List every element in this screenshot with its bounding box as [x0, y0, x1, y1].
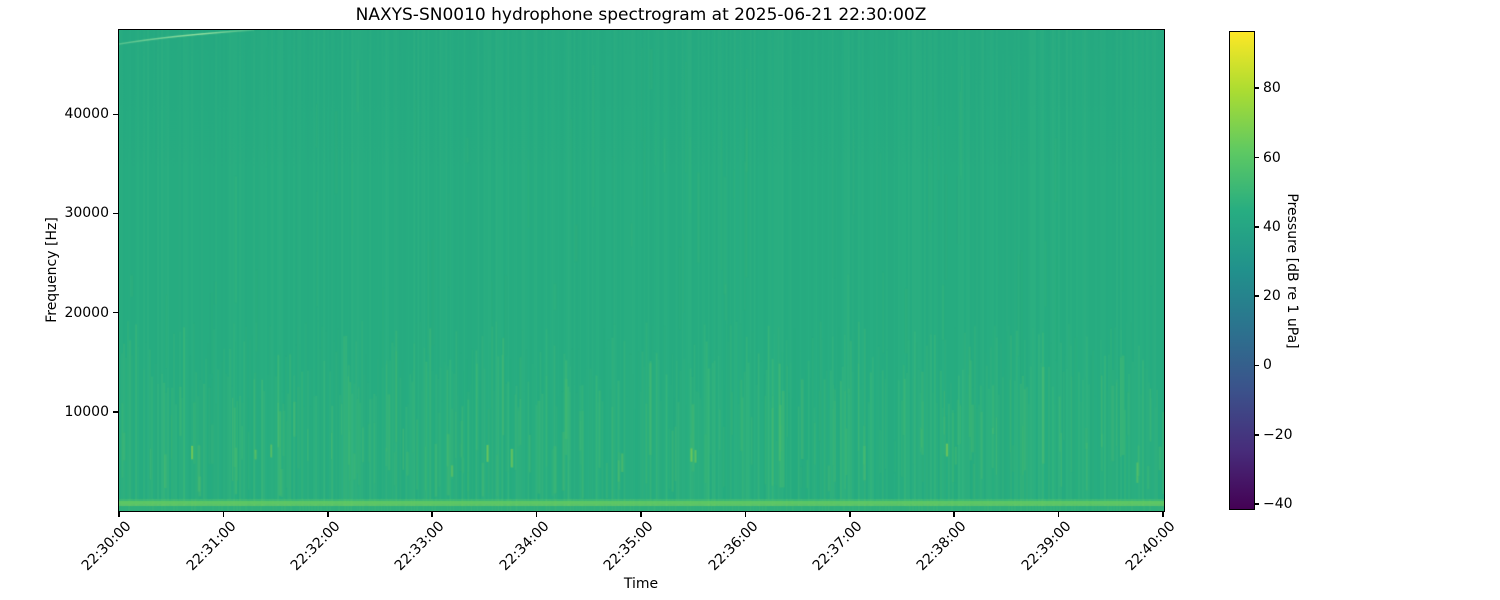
x-tick-label: 22:32:00: [287, 518, 344, 575]
x-tick-label: 22:33:00: [392, 518, 448, 575]
x-tick-mark: [849, 512, 851, 517]
colorbar-tick-label: 40: [1263, 218, 1281, 235]
x-tick-label: 22:34:00: [496, 518, 553, 575]
colorbar-tick-label: 20: [1263, 288, 1281, 305]
colorbar-tick-label: 60: [1263, 149, 1281, 166]
y-tick-label: 10000: [64, 403, 109, 420]
x-tick-label: 22:31:00: [183, 518, 240, 575]
colorbar-tick-mark: [1254, 364, 1259, 367]
x-tick-label: 22:30:00: [78, 518, 135, 575]
x-tick-label: 22:39:00: [1018, 518, 1075, 575]
x-tick-mark: [222, 512, 225, 517]
y-tick-mark: [113, 113, 118, 116]
x-tick-mark: [1162, 512, 1164, 517]
y-tick-label: 30000: [64, 205, 109, 222]
colorbar-tick-mark: [1254, 226, 1259, 228]
colorbar-tick-mark: [1254, 295, 1259, 297]
colorbar-tick-mark: [1254, 156, 1259, 159]
x-tick-mark: [118, 512, 120, 517]
y-tick-mark: [113, 311, 118, 314]
colorbar-tick-label: 0: [1263, 357, 1272, 374]
x-tick-label: 22:36:00: [705, 518, 762, 575]
plot-area: [118, 29, 1165, 512]
x-tick-mark: [1057, 512, 1060, 517]
x-tick-mark: [640, 512, 642, 517]
x-tick-mark: [535, 512, 538, 517]
x-tick-label: 22:38:00: [914, 518, 970, 575]
y-tick-label: 20000: [64, 304, 109, 321]
x-tick-label: 22:35:00: [600, 518, 657, 575]
colorbar-tick-label: −20: [1263, 426, 1293, 443]
x-tick-mark: [327, 512, 329, 517]
colorbar-tick-mark: [1254, 503, 1259, 505]
spectrogram-image: [119, 30, 1164, 511]
colorbar-tick-mark: [1254, 434, 1259, 436]
colorbar-label: Pressure [dB re 1 uPa]: [1284, 193, 1300, 349]
x-tick-label: 22:40:00: [1122, 518, 1179, 575]
y-tick-mark: [113, 411, 118, 413]
colorbar-tick-label: 80: [1263, 80, 1281, 97]
x-axis-label: Time: [623, 576, 659, 592]
colorbar-tick-label: −40: [1263, 496, 1293, 513]
y-tick-label: 40000: [64, 106, 109, 123]
x-tick-mark: [953, 512, 955, 517]
x-tick-mark: [431, 512, 433, 517]
colorbar-tick-mark: [1254, 87, 1259, 89]
x-tick-mark: [744, 512, 747, 517]
x-tick-label: 22:37:00: [809, 518, 866, 575]
y-tick-mark: [113, 212, 118, 215]
chart-title: NAXYS-SN0010 hydrophone spectrogram at 2…: [355, 5, 927, 25]
colorbar: [1229, 31, 1255, 510]
